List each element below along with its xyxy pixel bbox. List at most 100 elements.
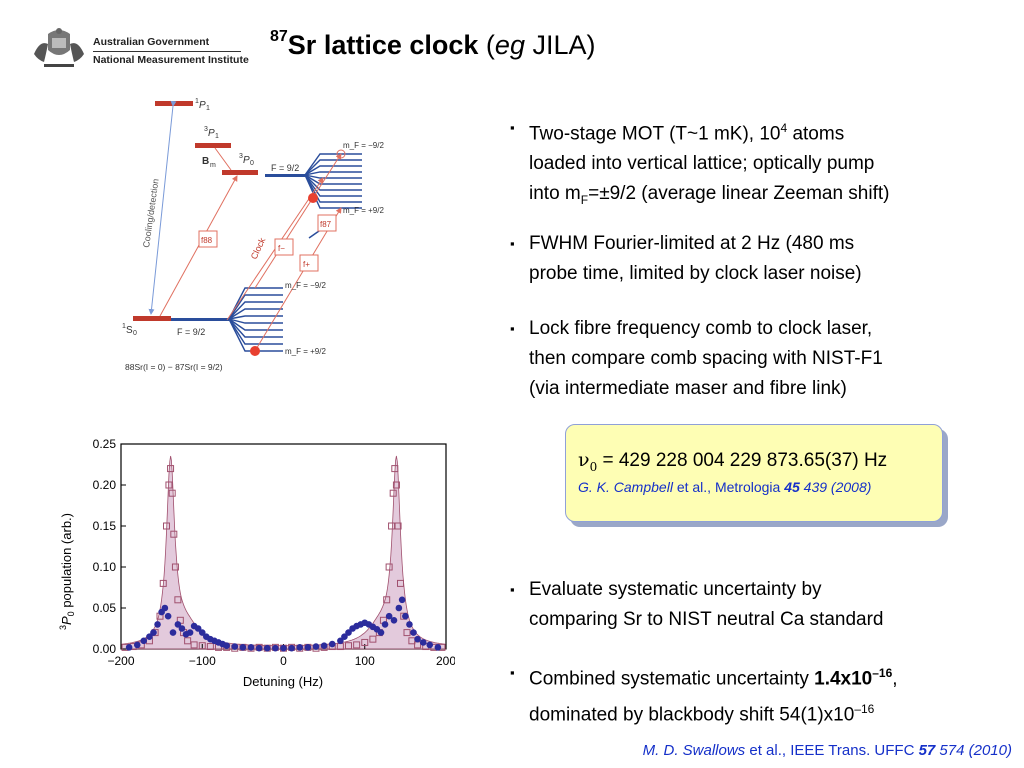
- open-square-point: [391, 465, 399, 473]
- bullet-4-line-2: comparing Sr to NIST neutral Ca standard: [529, 609, 884, 630]
- clock-frequency: ν0 = 429 228 004 229 873.65(37) Hz: [578, 449, 888, 474]
- filled-circle-point: [247, 644, 255, 651]
- label-mf-upper-top: m_F = −9/2: [343, 141, 384, 150]
- title-italic: eg: [494, 30, 525, 60]
- filled-circle-point: [146, 633, 153, 640]
- filled-circle-point: [223, 642, 230, 650]
- filled-circle-point: [395, 604, 403, 612]
- frequency-result-box: ν0 = 429 228 004 229 873.65(37) Hz G. K.…: [565, 424, 943, 522]
- open-square-point: [392, 481, 400, 489]
- slide-title: 87Sr lattice clock (eg JILA): [270, 28, 596, 61]
- y-axis-label: 3P0 population (arb.): [58, 513, 76, 630]
- bullet-2: ▪ FWHM Fourier-limited at 2 Hz (480 ms p…: [510, 229, 862, 289]
- x-tick-label: 200: [436, 654, 455, 668]
- label-mf-upper-bot: m_F = +9/2: [343, 206, 384, 215]
- filled-circle-point: [239, 644, 247, 651]
- filled-circle-point: [174, 621, 182, 628]
- bm-line: [214, 147, 232, 171]
- y-tick-label: 0.25: [93, 437, 117, 451]
- cooling-transition: [148, 100, 177, 315]
- open-square-point: [198, 642, 206, 650]
- y-axis-label-sub: 0: [66, 611, 76, 616]
- label-3p0-sub: 0: [250, 160, 254, 167]
- filled-circle-point: [341, 633, 348, 640]
- filled-circle-point: [150, 629, 157, 636]
- filled-circle-point: [133, 641, 141, 649]
- bullet-square-icon: ▪: [510, 582, 515, 597]
- filled-circle-point: [288, 644, 295, 652]
- label-lower-f: F = 9/2: [177, 327, 205, 337]
- bullet-2-line-2: probe time, limited by clock laser noise…: [529, 263, 862, 284]
- lower-state-marker: [250, 346, 260, 356]
- level-1p1: [155, 101, 193, 106]
- label-f87: f87: [320, 220, 332, 229]
- x-tick-label: 100: [355, 654, 375, 668]
- filled-circle-point: [263, 644, 271, 652]
- filled-circle-point: [140, 637, 148, 645]
- filled-circle-point: [198, 629, 206, 636]
- label-3p1-sup: 3: [204, 126, 208, 133]
- frequency-reference: G. K. Campbell et al., Metrologia 45 439…: [578, 479, 872, 495]
- bullet-3-line-1: Lock fibre frequency comb to clock laser…: [529, 318, 873, 339]
- bullet-5-line-1: Combined systematic uncertainty 1.4x10–1…: [529, 666, 898, 690]
- label-1s0-sup: 1: [122, 323, 126, 330]
- bullet-3-line-3: (via intermediate maser and fibre link): [529, 378, 847, 399]
- open-square-point: [345, 642, 352, 650]
- filled-circle-point: [406, 621, 413, 628]
- bullet-3: ▪ Lock fibre frequency comb to clock las…: [510, 314, 883, 404]
- x-tick-label: −100: [189, 654, 216, 668]
- label-f88: f88: [201, 236, 213, 245]
- label-3p0-main: P: [243, 155, 250, 166]
- y-tick-label: 0.00: [93, 642, 117, 656]
- org-line-1: Australian Government: [93, 36, 210, 48]
- label-cooling: Cooling/detection: [141, 178, 161, 248]
- filled-circle-point: [161, 604, 169, 612]
- bullet-square-icon: ▪: [510, 321, 515, 336]
- agency-logo: Australian Government National Measureme…: [30, 26, 249, 70]
- open-square-point: [171, 563, 179, 571]
- filled-circle-point: [312, 643, 320, 650]
- label-1s0-main: S: [126, 325, 133, 336]
- level-3p1: [195, 143, 231, 148]
- label-3p1-sub: 1: [215, 133, 219, 140]
- y-tick-label: 0.05: [93, 601, 117, 615]
- open-square-point: [383, 596, 391, 604]
- open-square-point: [165, 481, 173, 489]
- filled-circle-point: [385, 612, 393, 620]
- label-mf-lower-top: m_F = −9/2: [285, 281, 326, 290]
- label-isotopes: 88Sr(I = 0) − 87Sr(I = 9/2): [125, 362, 223, 372]
- lower-zeeman-fan: [228, 287, 283, 352]
- label-3p0-sup: 3: [239, 153, 243, 160]
- f87-bracket: [308, 230, 320, 239]
- bullet-1-line-1: Two-stage MOT (T~1 mK), 104 atoms: [529, 121, 845, 145]
- filled-circle-point: [164, 612, 172, 620]
- open-square-point: [184, 637, 192, 645]
- filled-circle-point: [186, 629, 194, 636]
- label-clock: Clock: [249, 236, 268, 261]
- filled-circle-point: [337, 637, 344, 645]
- filled-circle-point: [390, 617, 398, 624]
- logo-divider: [93, 51, 241, 52]
- open-square-point: [353, 641, 361, 649]
- upper-open-marker: [336, 149, 346, 159]
- filled-circle-point: [410, 629, 417, 636]
- open-square-point: [190, 641, 198, 649]
- y-axis-label-rest: population (arb.): [59, 513, 74, 611]
- bullet-square-icon: ▪: [510, 120, 515, 135]
- label-fminus: f−: [278, 244, 285, 253]
- bullet-2-line-1: FWHM Fourier-limited at 2 Hz (480 ms: [529, 233, 855, 254]
- label-mf-lower-bot: m_F = +9/2: [285, 347, 326, 356]
- filled-circle-point: [255, 644, 263, 652]
- filled-circle-point: [377, 629, 385, 636]
- open-square-point: [361, 638, 369, 646]
- filled-circle-point: [345, 629, 352, 636]
- bullet-square-icon: ▪: [510, 236, 515, 251]
- coat-of-arms-icon: [34, 28, 84, 67]
- filled-circle-point: [154, 621, 161, 628]
- filled-circle-point: [194, 625, 202, 632]
- x-tick-label: 0: [280, 654, 287, 668]
- level-1s0: [133, 316, 171, 321]
- open-square-point: [174, 596, 182, 604]
- filled-circle-point: [125, 644, 133, 651]
- open-square-point: [369, 635, 377, 643]
